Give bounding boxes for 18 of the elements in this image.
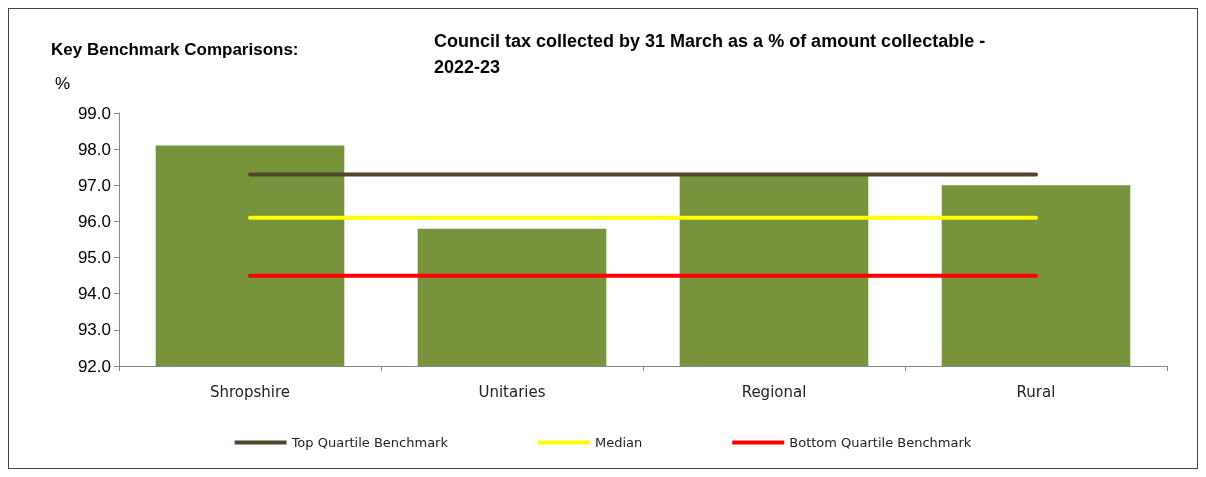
y-tick-label: 96.0 (77, 211, 111, 231)
x-tick-label: Regional (741, 382, 807, 401)
x-tick-label: Rural (1016, 382, 1056, 401)
y-tick-label: 92.0 (77, 356, 111, 376)
y-tick-label: 95.0 (77, 248, 111, 268)
y-tick-label: 93.0 (77, 320, 111, 340)
y-tick-label: 94.0 (77, 284, 111, 304)
legend-label: Median (594, 435, 643, 450)
y-tick-label: 98.0 (77, 139, 111, 159)
y-axis-title: % (55, 74, 71, 93)
chart-title: Council tax collected by 31 March as a % of amount collectable - 2022-23 (434, 31, 986, 77)
legend-label: Top Quartile Benchmark (290, 435, 449, 450)
y-tick-label: 99.0 (77, 103, 111, 123)
legend-label: Bottom Quartile Benchmark (789, 435, 972, 450)
text: Key Benchmark Comparisons: (51, 40, 299, 59)
x-tick-label: Unitaries (478, 382, 546, 401)
y-tick-label: 97.0 (77, 175, 111, 195)
x-tick-label: Shropshire (209, 382, 291, 401)
